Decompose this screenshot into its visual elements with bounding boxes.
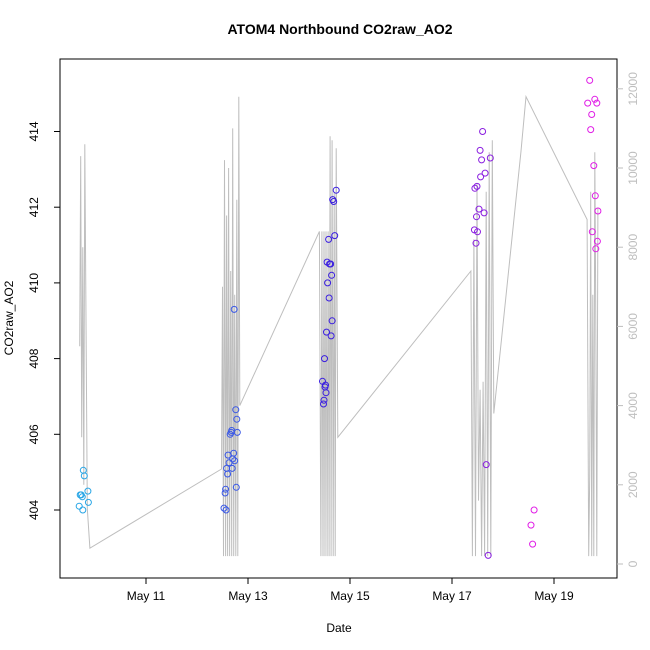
data-point bbox=[327, 332, 335, 340]
data-point bbox=[220, 504, 228, 512]
y-tick-label: 406 bbox=[27, 424, 41, 444]
y-axis-label: CO2raw_AO2 bbox=[2, 280, 16, 355]
data-point bbox=[224, 470, 232, 478]
data-point bbox=[80, 472, 88, 480]
data-point bbox=[78, 493, 86, 501]
data-point bbox=[233, 415, 241, 423]
data-point bbox=[222, 485, 230, 493]
data-point bbox=[591, 95, 599, 103]
y-tick-label: 404 bbox=[27, 500, 41, 520]
data-point bbox=[332, 186, 340, 194]
data-point bbox=[228, 464, 236, 472]
data-point bbox=[327, 260, 335, 268]
x-tick-label: May 11 bbox=[127, 589, 166, 603]
y-right-tick-label: 10000 bbox=[626, 151, 640, 185]
data-point bbox=[475, 205, 483, 213]
y-right-tick-label: 0 bbox=[626, 560, 640, 567]
x-axis-label: Date bbox=[326, 621, 352, 635]
x-axis: May 11 May 13 May 15 May 17 May 19 bbox=[127, 578, 574, 603]
data-point bbox=[587, 126, 595, 134]
data-point bbox=[84, 498, 92, 506]
data-point bbox=[593, 99, 601, 107]
data-point bbox=[476, 146, 484, 154]
y-right-tick-label: 2000 bbox=[626, 471, 640, 498]
data-point bbox=[233, 428, 241, 436]
data-point bbox=[529, 540, 537, 548]
data-point bbox=[230, 305, 238, 313]
data-point bbox=[328, 271, 336, 279]
data-point bbox=[320, 400, 327, 408]
data-point bbox=[330, 198, 338, 205]
data-point bbox=[231, 457, 239, 465]
secondary-line-layer bbox=[79, 94, 599, 557]
y-tick-label: 414 bbox=[27, 121, 41, 141]
data-point bbox=[331, 232, 339, 240]
data-point bbox=[320, 396, 328, 404]
data-point bbox=[471, 184, 479, 192]
data-point bbox=[591, 192, 599, 200]
chart-title: ATOM4 Northbound CO2raw_AO2 bbox=[227, 21, 452, 37]
data-point bbox=[481, 169, 489, 177]
data-point bbox=[527, 521, 535, 529]
data-point bbox=[477, 173, 485, 181]
y-right-tick-label: 8000 bbox=[626, 234, 640, 261]
x-tick-label: May 17 bbox=[432, 589, 472, 603]
data-point bbox=[324, 279, 332, 287]
data-point bbox=[473, 213, 480, 221]
data-point bbox=[221, 489, 229, 497]
plot-frame bbox=[59, 58, 618, 579]
data-point bbox=[480, 209, 488, 217]
data-point bbox=[474, 228, 481, 236]
data-point bbox=[232, 406, 240, 414]
data-point bbox=[75, 502, 83, 510]
secondary-line bbox=[79, 94, 599, 557]
data-point bbox=[230, 449, 238, 457]
data-point bbox=[472, 239, 480, 247]
data-point bbox=[328, 317, 336, 325]
data-point bbox=[588, 111, 596, 118]
y-tick-label: 408 bbox=[27, 348, 41, 368]
points-layer bbox=[75, 76, 602, 559]
y-tick-label: 410 bbox=[27, 273, 41, 293]
data-point bbox=[593, 237, 601, 245]
data-point bbox=[322, 389, 330, 397]
y-tick-label: 412 bbox=[27, 197, 41, 217]
data-point bbox=[584, 99, 592, 107]
y-right-tick-label: 6000 bbox=[626, 313, 640, 340]
x-tick-label: May 19 bbox=[534, 589, 574, 603]
y-right-tick-label: 4000 bbox=[626, 392, 640, 419]
y-axis: 404 406 408 410 412 414 bbox=[27, 121, 60, 520]
data-point bbox=[222, 506, 230, 514]
data-point bbox=[79, 506, 87, 514]
data-point bbox=[482, 461, 490, 469]
data-point bbox=[594, 207, 602, 215]
y-right-tick-label: 12000 bbox=[626, 72, 640, 106]
data-point bbox=[484, 551, 492, 559]
data-point bbox=[530, 506, 538, 514]
data-point bbox=[322, 381, 329, 389]
x-tick-label: May 15 bbox=[330, 589, 370, 603]
data-point bbox=[325, 294, 333, 302]
y-axis-right: 0 2000 4000 6000 8000 10000 12000 bbox=[617, 72, 640, 567]
data-point bbox=[479, 128, 487, 135]
data-point bbox=[486, 154, 494, 162]
data-point bbox=[586, 76, 594, 84]
data-point bbox=[478, 156, 486, 164]
data-point bbox=[588, 228, 596, 236]
data-point bbox=[590, 162, 598, 170]
data-point bbox=[232, 483, 240, 491]
data-point bbox=[325, 235, 333, 243]
data-point bbox=[323, 328, 330, 336]
data-point bbox=[473, 182, 481, 190]
x-tick-label: May 13 bbox=[228, 589, 268, 603]
data-point bbox=[592, 245, 600, 253]
data-point bbox=[84, 487, 92, 495]
data-point bbox=[321, 355, 328, 363]
